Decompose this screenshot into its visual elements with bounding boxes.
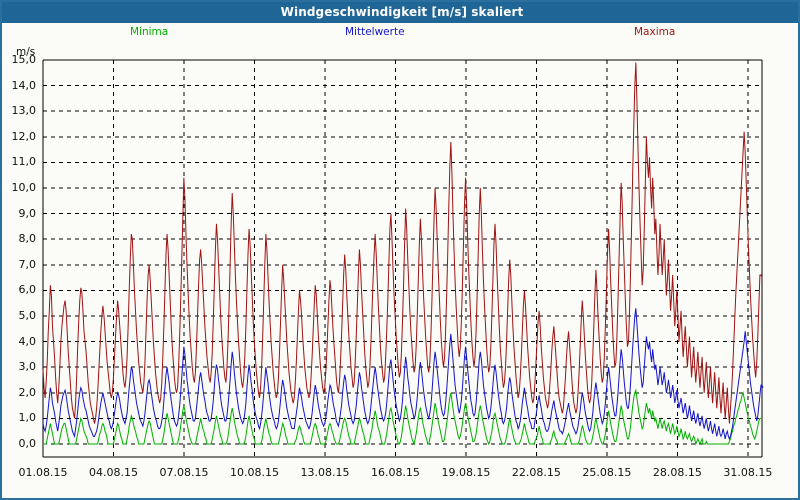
y-axis-unit-label: m/s (16, 46, 36, 58)
x-axis-tick-label: 22.08.15 (511, 466, 561, 479)
y-axis-tick-label: 12,0 (11, 129, 37, 143)
y-axis-tick-label: 11,0 (11, 155, 37, 169)
data-series-layer (42, 62, 764, 446)
y-axis-tick-label: 3,0 (18, 360, 37, 374)
gridlines (43, 59, 762, 457)
y-axis-tick-label: 7,0 (18, 257, 37, 271)
x-axis-tick-label: 31.08.15 (723, 466, 773, 479)
window-title-bar: Windgeschwindigkeit [m/s] skaliert (2, 2, 798, 23)
x-axis-tick-label: 04.08.15 (88, 466, 138, 479)
chart-canvas (42, 59, 764, 458)
x-axis-tick-label: 13.08.15 (300, 466, 350, 479)
x-axis-tick-label: 01.08.15 (18, 466, 68, 479)
y-axis-tick-label: 15,0 (11, 53, 37, 66)
y-axis-tick-label: 4,0 (18, 334, 37, 348)
y-axis-tick-label: 0,0 (18, 437, 37, 450)
legend-item-maxima: Maxima (634, 26, 676, 38)
y-axis-tick-label: 13,0 (11, 104, 37, 118)
y-axis-tick-label: 6,0 (18, 283, 37, 297)
y-axis-tick-label: 10,0 (11, 181, 37, 194)
y-axis-tick-label: 14,0 (11, 78, 37, 92)
x-axis-tick-label: 28.08.15 (652, 466, 702, 479)
legend-item-minima: Minima (130, 26, 169, 38)
chart-legend: Minima Mittelwerte Maxima (2, 24, 798, 41)
y-axis-tick-label: 5,0 (18, 309, 37, 322)
y-axis-tick-label: 2,0 (18, 385, 37, 399)
x-axis-tick-label: 25.08.15 (582, 466, 632, 479)
legend-item-mittelwerte: Mittelwerte (345, 26, 405, 38)
plot-area: m/s 0,0 1,0 2,0 3,0 4,0 5,0 6,0 7,0 8,0 9,0 10,0 11… (2, 41, 798, 498)
x-axis-tick-label: 10.08.15 (229, 466, 279, 479)
x-axis-tick-label: 19.08.15 (441, 466, 491, 479)
page-title: Windgeschwindigkeit [m/s] skaliert (280, 5, 524, 19)
x-axis-tick-label: 07.08.15 (159, 466, 209, 479)
y-axis-tick-label: 9,0 (18, 206, 37, 220)
y-axis-tick-label: 8,0 (18, 232, 37, 246)
y-axis-tick-label: 1,0 (18, 411, 37, 425)
x-axis-tick-label: 16.08.15 (370, 466, 420, 479)
axis-lines (42, 59, 763, 458)
